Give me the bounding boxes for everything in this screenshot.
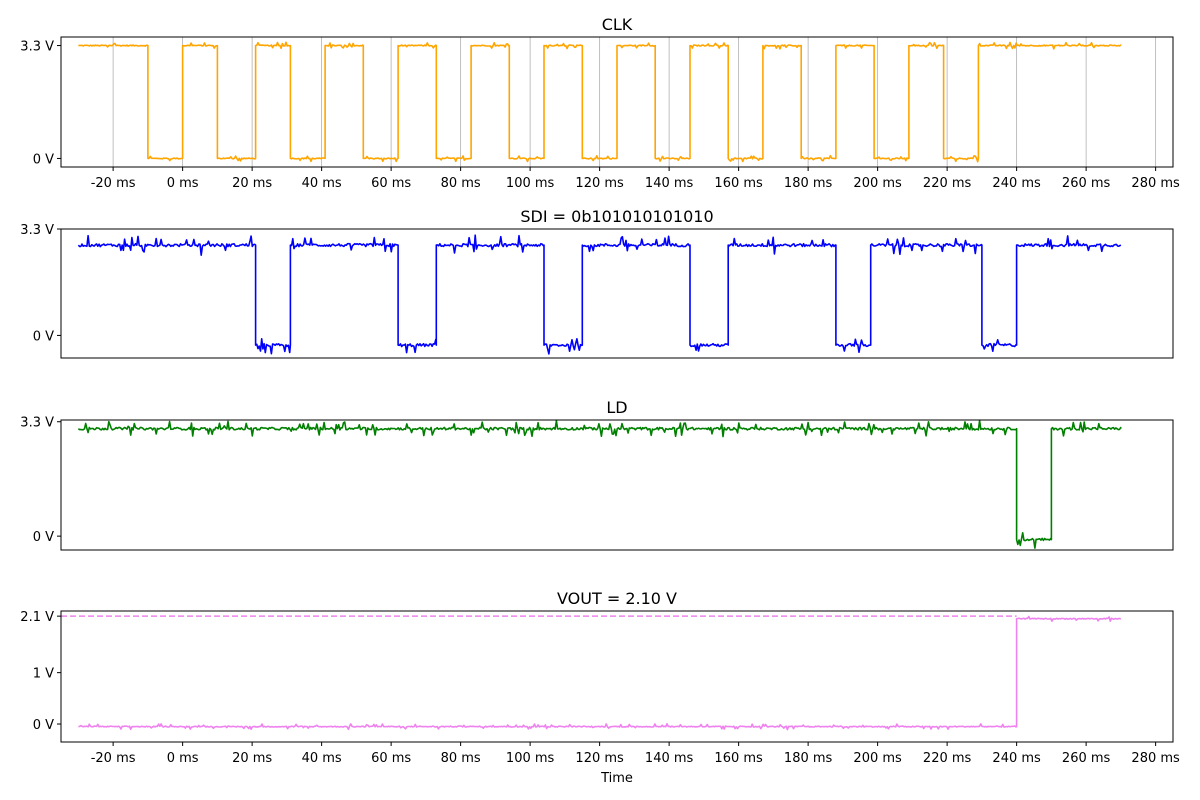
y-tick-label: 3.3 V bbox=[20, 416, 54, 431]
x-tick-label: 120 ms bbox=[575, 751, 624, 766]
y-tick-label: 3.3 V bbox=[20, 223, 54, 238]
x-tick-label: 120 ms bbox=[575, 176, 624, 191]
series-line-0 bbox=[78, 615, 1121, 731]
panel-title: VOUT = 2.10 V bbox=[557, 589, 677, 608]
x-tick-label: 140 ms bbox=[645, 751, 694, 766]
x-tick-label: 220 ms bbox=[923, 176, 972, 191]
panel-2: LD 0 V 3.3 V bbox=[20, 398, 1174, 551]
x-tick-label: -20 ms bbox=[91, 176, 136, 191]
x-tick-label: -20 ms bbox=[91, 751, 136, 766]
x-tick-label: 260 ms bbox=[1062, 751, 1111, 766]
x-tick-label: 200 ms bbox=[853, 751, 902, 766]
y-tick-label: 0 V bbox=[33, 718, 54, 733]
panel-title: CLK bbox=[602, 15, 633, 34]
panel-1: SDI = 0b101010101010 0 V 3.3 V bbox=[20, 207, 1174, 359]
y-tick-label: 1 V bbox=[33, 667, 54, 682]
x-tick-label: 100 ms bbox=[506, 751, 555, 766]
x-tick-label: 40 ms bbox=[302, 176, 342, 191]
series-line-0 bbox=[77, 419, 1122, 549]
x-tick-label: 140 ms bbox=[645, 176, 694, 191]
y-tick-label: 2.1 V bbox=[20, 610, 54, 625]
x-tick-label: 180 ms bbox=[784, 176, 833, 191]
x-tick-label: 0 ms bbox=[167, 176, 199, 191]
y-tick-label: 0 V bbox=[33, 329, 54, 344]
x-tick-label: 160 ms bbox=[714, 751, 763, 766]
x-tick-label: 160 ms bbox=[714, 176, 763, 191]
x-tick-label: 60 ms bbox=[371, 751, 411, 766]
x-axis-label: Time bbox=[600, 771, 633, 786]
series-line-0 bbox=[78, 41, 1122, 163]
x-tick-label: 40 ms bbox=[302, 751, 342, 766]
panel-title: LD bbox=[606, 398, 627, 417]
series-line-0 bbox=[77, 234, 1122, 355]
x-tick-label: 0 ms bbox=[167, 751, 199, 766]
axes-frame bbox=[60, 36, 1174, 168]
axes-frame bbox=[60, 228, 1174, 359]
x-tick-label: 240 ms bbox=[992, 176, 1041, 191]
x-tick-label: 260 ms bbox=[1062, 176, 1111, 191]
y-tick-label: 0 V bbox=[33, 530, 54, 545]
y-tick-label: 3.3 V bbox=[20, 40, 54, 55]
x-tick-label: 20 ms bbox=[232, 176, 272, 191]
x-tick-label: 240 ms bbox=[992, 751, 1041, 766]
panel-title: SDI = 0b101010101010 bbox=[520, 207, 713, 226]
x-tick-label: 280 ms bbox=[1131, 176, 1180, 191]
y-tick-label: 0 V bbox=[33, 152, 54, 167]
x-tick-label: 180 ms bbox=[784, 751, 833, 766]
x-tick-label: 100 ms bbox=[506, 176, 555, 191]
panel-0: CLK 0 V 3.3 V -20 ms 0 ms 20 ms 40 ms 60 ms 80 m… bbox=[20, 15, 1180, 191]
axes-frame bbox=[60, 419, 1174, 551]
x-tick-label: 20 ms bbox=[232, 751, 272, 766]
x-tick-label: 60 ms bbox=[371, 176, 411, 191]
x-tick-label: 220 ms bbox=[923, 751, 972, 766]
axes-frame bbox=[60, 610, 1174, 743]
x-tick-label: 80 ms bbox=[441, 176, 481, 191]
panel-3: VOUT = 2.10 V 0 V 1 V 2.1 V -20 ms 0 ms 20 ms 4… bbox=[20, 589, 1180, 786]
x-tick-label: 80 ms bbox=[441, 751, 481, 766]
x-tick-label: 200 ms bbox=[853, 176, 902, 191]
x-tick-label: 280 ms bbox=[1131, 751, 1180, 766]
